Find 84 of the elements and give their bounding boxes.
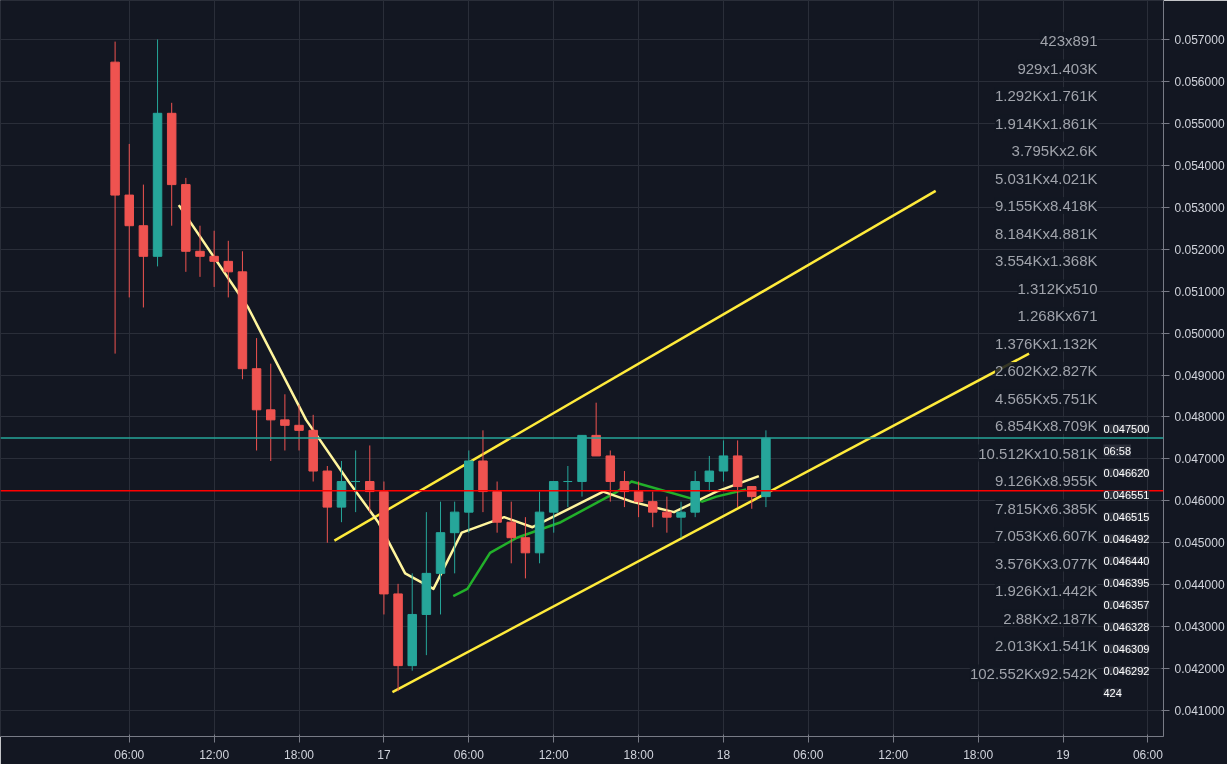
candlestick (209, 230, 219, 288)
candlestick (506, 501, 516, 564)
y-tick-label: 0.043000 (1174, 620, 1225, 635)
annotation: 1.292Kx1.761K (994, 87, 1098, 104)
annotation: 9.155Kx8.418K (994, 197, 1098, 214)
x-tick-label: 06:00 (793, 747, 824, 762)
annotation: 0.046309 (1103, 642, 1150, 655)
annotation: 0.046395 (1103, 576, 1150, 589)
annotation: 10.512Kx10.581K (978, 444, 1098, 462)
annotation: 6.854Kx8.709K (994, 417, 1098, 434)
y-tick-label: 0.057000 (1174, 33, 1225, 47)
annotation: 0.046328 (1103, 620, 1150, 633)
annotation: 06:58 (1103, 444, 1132, 457)
x-tick-label: 12:00 (199, 747, 230, 762)
annotation: 7.053Kx6.607K (994, 527, 1098, 544)
annotation: 0.046357 (1103, 598, 1150, 611)
candlestick (265, 363, 276, 462)
annotation: 1.312Kx510 (1017, 279, 1098, 297)
y-tick-label: 0.049000 (1174, 368, 1225, 383)
annotation: 102.552Kx92.542K (969, 664, 1098, 682)
y-tick-label: 0.052000 (1174, 242, 1225, 257)
candlestick (520, 516, 531, 579)
x-tick-label: 19 (1056, 747, 1071, 762)
annotation: 1.376Kx1.132K (994, 334, 1098, 352)
candlestick (648, 491, 658, 528)
x-tick-label: 06:00 (453, 747, 485, 762)
y-tick-label: 0.046000 (1174, 494, 1225, 509)
x-tick-label: 12:00 (878, 747, 909, 762)
candlestick (662, 496, 672, 534)
y-tick-label: 0.042000 (1174, 662, 1225, 677)
annotation: 2.602Kx2.827K (994, 362, 1098, 379)
annotation: 3.554Kx1.368K (994, 252, 1098, 269)
annotation: 3.576Kx3.077K (994, 554, 1098, 572)
candlestick (591, 402, 601, 457)
annotation: 2.013Kx1.541K (994, 637, 1098, 654)
y-tick-label: 0.053000 (1174, 200, 1225, 215)
annotation: 5.031Kx4.021K (994, 169, 1098, 187)
annotation: 4.565Kx5.751K (994, 389, 1098, 407)
candlestick (633, 481, 644, 518)
x-tick-label: 18:00 (963, 747, 994, 762)
candlestick (365, 444, 375, 513)
x-tick-label: 17 (377, 747, 391, 762)
annotation: 8.184Kx4.881K (994, 224, 1098, 242)
y-tick-label: 0.054000 (1174, 158, 1225, 173)
candlestick (294, 404, 304, 451)
y-tick-label: 0.051000 (1174, 284, 1225, 299)
y-tick-label: 0.044000 (1174, 578, 1225, 593)
candlestick (195, 225, 205, 278)
y-tick-label: 0.050000 (1174, 326, 1225, 341)
x-tick-label: 06:00 (1132, 747, 1164, 762)
annotation: 0.046292 (1103, 664, 1150, 677)
y-tick-label: 0.047000 (1174, 452, 1225, 467)
annotation: 424 (1103, 686, 1122, 699)
candlestick (747, 486, 757, 510)
annotation: 1.926Kx1.442K (994, 582, 1098, 599)
candlestick (280, 393, 290, 451)
x-tick-label: 18 (716, 747, 731, 762)
annotation: 0.046620 (1103, 466, 1150, 479)
annotation: 2.88Kx2.187K (1003, 609, 1098, 627)
x-tick-label: 12:00 (538, 747, 570, 762)
annotation: 3.795Kx2.6K (1011, 142, 1098, 159)
annotation: 0.046492 (1103, 532, 1150, 545)
annotation: 423x891 (1039, 32, 1098, 49)
annotation: 0.046515 (1103, 510, 1150, 523)
x-tick-label: 06:00 (114, 747, 145, 762)
y-tick-label: 0.045000 (1174, 536, 1225, 551)
candlestick (449, 501, 460, 574)
candlestick (676, 501, 686, 539)
annotation: 1.914Kx1.861K (994, 114, 1098, 132)
y-tick-label: 0.041000 (1174, 704, 1225, 718)
annotation: 0.046440 (1103, 554, 1150, 567)
annotation: 0.046551 (1103, 488, 1150, 501)
annotation: 9.126Kx8.955K (994, 472, 1098, 489)
x-tick-label: 18:00 (284, 747, 315, 762)
candlestick (223, 240, 234, 298)
annotation: 1.268Kx671 (1017, 307, 1098, 324)
candlestick (704, 455, 715, 493)
annotation: 7.815Kx6.385K (994, 499, 1098, 517)
annotation: 0.047500 (1103, 422, 1150, 435)
annotation: 929x1.403K (1017, 59, 1098, 77)
x-tick-label: 18:00 (623, 747, 654, 762)
y-tick-label: 0.055000 (1174, 116, 1225, 131)
y-tick-label: 0.056000 (1174, 74, 1225, 89)
y-tick-label: 0.048000 (1174, 410, 1225, 425)
